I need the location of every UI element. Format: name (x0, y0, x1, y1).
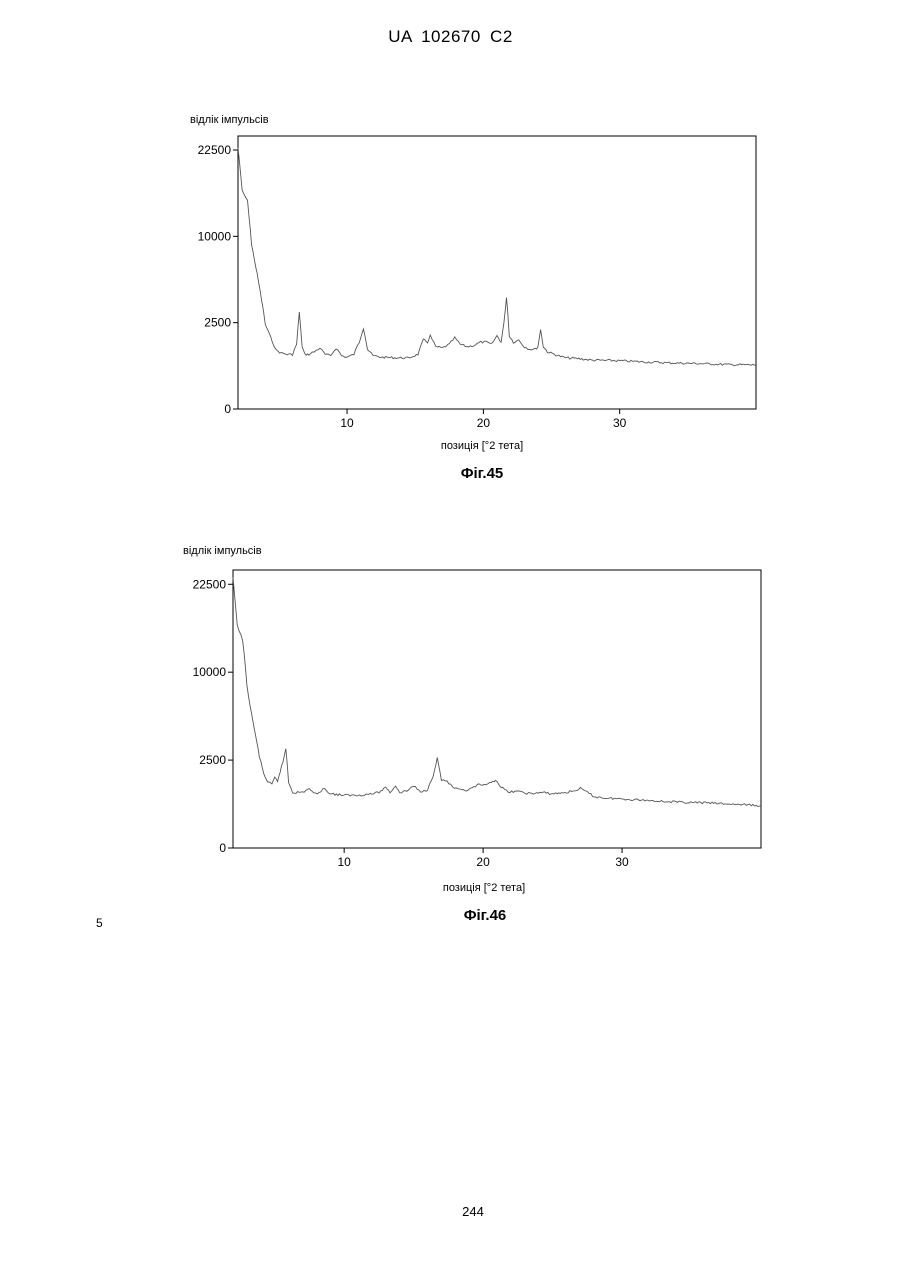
line-number: 5 (96, 916, 103, 930)
x-tick-label: 10 (337, 855, 351, 869)
diffraction-trace (233, 577, 761, 806)
x-tick-label: 20 (476, 855, 490, 869)
y-axis-label: відлік імпульсів (183, 545, 262, 557)
y-tick-label: 10000 (193, 665, 227, 679)
x-axis-ticks: 10 20 30 (337, 848, 629, 869)
x-axis-label: позиція [°2 тета] (443, 882, 525, 894)
page-number: 244 (0, 1204, 901, 1219)
xrd-chart-fig46: відлік імпульсів 025001000022500 102030 … (0, 0, 901, 930)
y-tick-label: 2500 (199, 753, 226, 767)
y-tick-label: 0 (219, 841, 226, 855)
y-axis-ticks: 0 2500 10000 22500 (193, 577, 233, 855)
y-tick-label: 22500 (193, 577, 227, 591)
figure-caption: Фіг.46 (464, 907, 507, 924)
plot-frame (233, 570, 761, 848)
x-tick-label: 30 (615, 855, 629, 869)
